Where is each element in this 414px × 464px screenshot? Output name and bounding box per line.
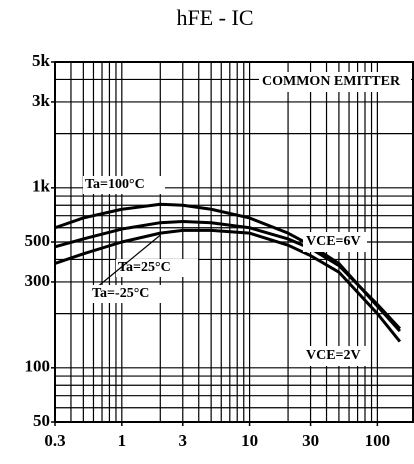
y-tick-label: 1k [32, 177, 51, 196]
annotation-bg [259, 72, 411, 92]
x-tick-label: 30 [302, 431, 319, 450]
y-tick-label: 50 [33, 411, 50, 430]
y-tick-label: 100 [25, 357, 51, 376]
x-tick-label: 3 [179, 431, 188, 450]
x-tick-label: 100 [365, 431, 391, 450]
y-tick-label: 300 [25, 271, 51, 290]
annotation-bg [303, 232, 367, 252]
legend-label: Ta=25°C [118, 260, 171, 275]
x-tick-label: 10 [241, 431, 258, 450]
label-bg [83, 176, 165, 194]
x-tick-label: 1 [118, 431, 127, 450]
series-line [54, 228, 402, 343]
annotation: VCE=6V [306, 234, 361, 249]
chart-title: hFE - IC [177, 5, 254, 30]
label-bg [90, 285, 172, 303]
leader-line [95, 234, 161, 289]
annotation: COMMON EMITTER [262, 74, 401, 89]
y-tick-label: 500 [25, 231, 51, 250]
annotation: VCE=2V [306, 348, 361, 363]
x-tick-label: 0.3 [44, 431, 65, 450]
y-tick-label: 5k [32, 51, 51, 70]
annotation-bg [303, 346, 367, 366]
series-line [54, 202, 401, 333]
legend-label: Ta=100°C [85, 177, 145, 192]
legend-label: Ta=-25°C [92, 286, 149, 301]
label-bg [116, 259, 198, 277]
series-line [54, 219, 401, 330]
y-tick-label: 3k [32, 91, 51, 110]
